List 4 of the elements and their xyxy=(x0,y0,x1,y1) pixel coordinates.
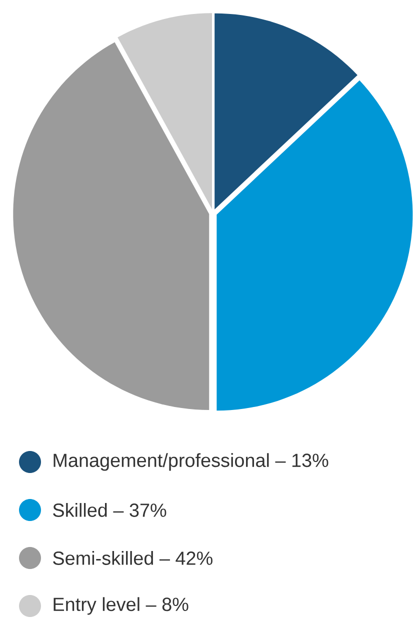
legend-label: Management/professional – 13% xyxy=(54,453,328,471)
legend-label: Semi-skilled – 42% xyxy=(53,551,212,565)
legend-label: Entry level – 8% xyxy=(54,597,188,615)
legend-label: Skilled – 37% xyxy=(53,503,166,517)
